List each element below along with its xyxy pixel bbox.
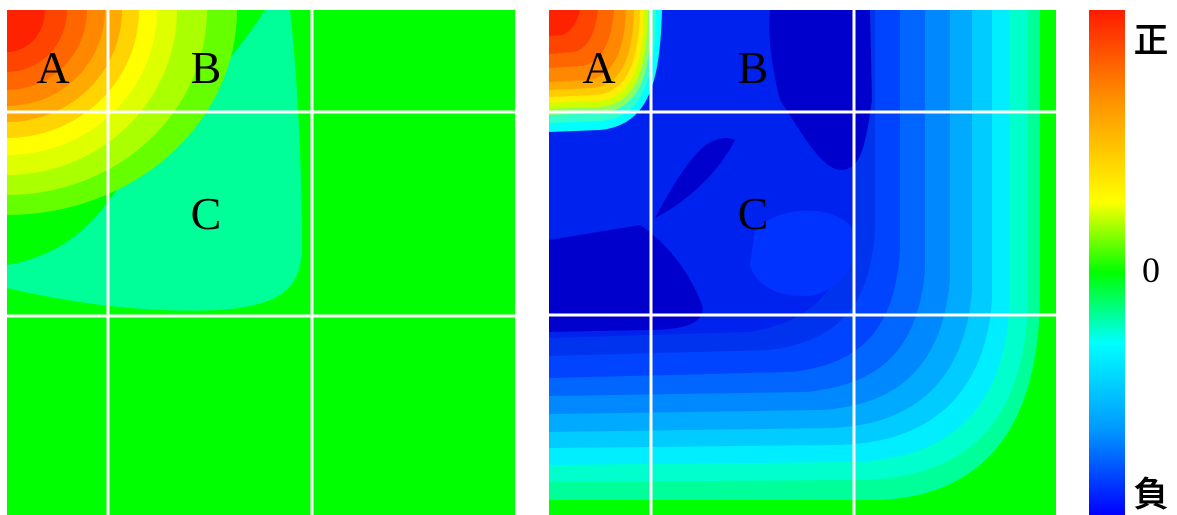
left-label-b: B: [191, 42, 222, 93]
colorbar-positive-label: 正: [1134, 21, 1168, 61]
right-label-b: B: [738, 42, 769, 93]
left-label-a: A: [36, 42, 69, 93]
left-contour-panel: [0, 0, 515, 515]
right-label-c: C: [738, 188, 769, 239]
colorbar-negative-label: 負: [1134, 475, 1168, 515]
left-label-c: C: [191, 188, 222, 239]
colorbar-zero-label: 0: [1142, 250, 1160, 290]
colorbar: [1089, 10, 1125, 515]
right-contour-panel: [549, 10, 1056, 515]
right-label-a: A: [582, 42, 615, 93]
